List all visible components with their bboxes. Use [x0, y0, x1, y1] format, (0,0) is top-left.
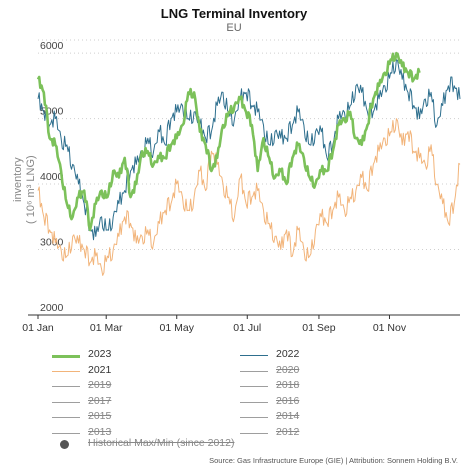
x-tick-label: 01 Jan: [22, 322, 54, 334]
series-line-2023: [36, 51, 421, 232]
y-tick-label: 2000: [40, 302, 64, 314]
y-tick-label: 4000: [40, 171, 64, 183]
series-line-2022: [37, 59, 461, 241]
x-tick-label: 01 Jul: [233, 322, 261, 334]
x-tick-label: 01 Mar: [90, 322, 123, 334]
y-axis-label-line2: ( 10⁶ m³ LNG): [25, 155, 37, 224]
chart-subtitle: EU: [226, 22, 242, 34]
x-tick-label: 01 Sep: [302, 322, 335, 334]
source-attribution: Source: Gas Infrastructure Europe (GIE) …: [209, 456, 458, 465]
chart-title: LNG Terminal Inventory: [160, 6, 308, 21]
y-tick-label: 6000: [40, 40, 64, 52]
y-axis-label-line1: inventory: [12, 157, 24, 202]
series-line-2021: [37, 118, 461, 276]
x-tick-label: 01 May: [160, 322, 195, 334]
x-tick-label: 01 Nov: [373, 322, 407, 334]
